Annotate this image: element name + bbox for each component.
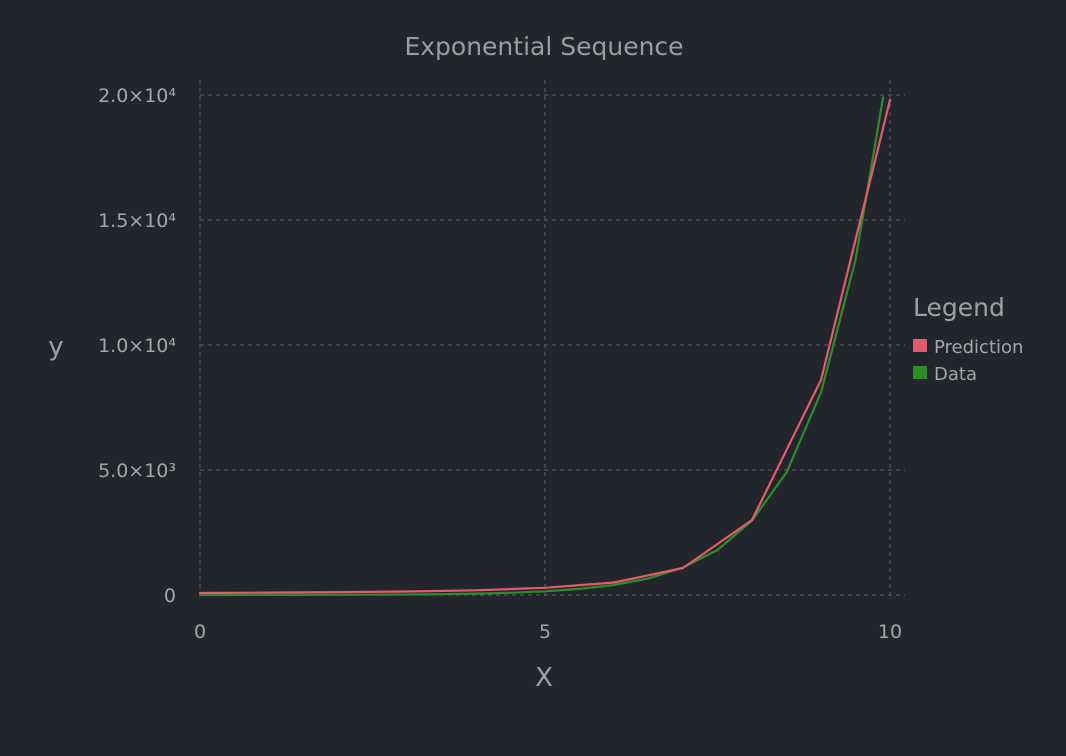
x-tick-label: 5 bbox=[539, 621, 551, 643]
legend-title: Legend bbox=[913, 293, 1005, 322]
plot-area bbox=[198, 96, 892, 597]
legend-label-data: Data bbox=[934, 364, 977, 385]
legend-label-prediction: Prediction bbox=[934, 337, 1023, 358]
legend-swatch-data bbox=[913, 366, 927, 379]
tick-labels: 0 5.0×10³ 1.0×10⁴ 1.5×10⁴ 2.0×10⁴ 0 5 10 bbox=[98, 85, 902, 643]
x-tick-label: 0 bbox=[194, 621, 206, 643]
y-axis-title: y bbox=[48, 332, 63, 362]
legend: Legend Prediction Data bbox=[913, 293, 1023, 385]
legend-swatch-prediction bbox=[913, 339, 927, 352]
chart-title: Exponential Sequence bbox=[404, 32, 683, 61]
series-line-data bbox=[198, 96, 885, 597]
y-tick-label: 5.0×10³ bbox=[98, 460, 176, 482]
y-tick-label: 0 bbox=[164, 585, 176, 607]
x-axis-title: X bbox=[535, 663, 553, 693]
grid bbox=[199, 80, 905, 600]
series-line-prediction bbox=[198, 98, 892, 595]
y-tick-label: 2.0×10⁴ bbox=[98, 85, 176, 107]
y-tick-label: 1.0×10⁴ bbox=[98, 335, 176, 357]
x-tick-label: 10 bbox=[878, 621, 902, 643]
y-tick-label: 1.5×10⁴ bbox=[98, 210, 176, 232]
